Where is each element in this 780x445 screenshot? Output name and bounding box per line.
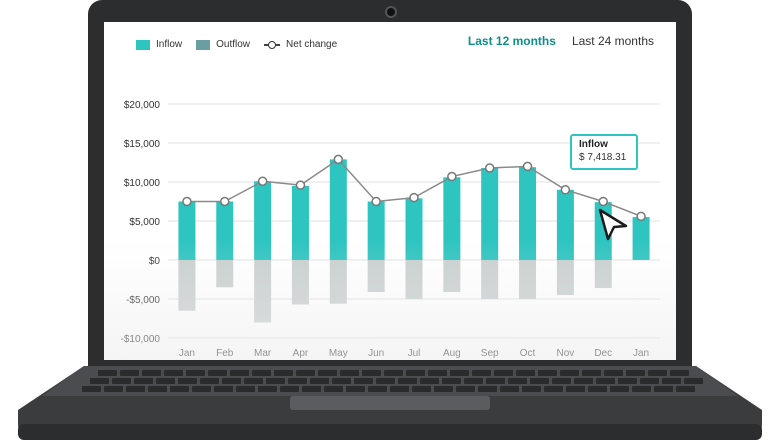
x-tick-month-label: Sep — [481, 348, 499, 359]
net-change-point — [484, 163, 495, 173]
y-tick-label: $5,000 — [129, 217, 160, 228]
outflow-bar — [254, 260, 272, 323]
cashflow-chart: $20,000 $15,000 $10,000 $5,000 $0 -$5,000 -$10… — [121, 100, 660, 359]
inflow-bar — [443, 177, 461, 260]
x-tick-month-label: Jan — [179, 348, 195, 359]
x-tick-month-label: Apr — [293, 348, 309, 359]
legend-item-inflow[interactable]: Inflow — [136, 39, 182, 50]
net-change-point — [560, 185, 571, 195]
x-tick-month-label: May — [329, 348, 348, 359]
y-tick-label: $20,000 — [124, 100, 161, 111]
outflow-bar — [405, 260, 423, 299]
x-tick-month-label: Mar — [254, 348, 272, 359]
x-tick-month-label: Jul — [408, 348, 421, 359]
x-tick-month-label: Jan — [633, 348, 649, 359]
outflow-bar — [291, 260, 309, 305]
inflow-bar — [216, 201, 234, 260]
inflow-bar — [329, 159, 347, 260]
outflow-bar — [594, 260, 612, 289]
net-change-point — [598, 196, 608, 207]
inflow-bar — [481, 167, 499, 260]
net-change-point — [257, 176, 268, 186]
inflow-bar — [405, 198, 423, 260]
net-change-point — [220, 196, 230, 207]
tooltip-value: $ 7,418.31 — [579, 152, 627, 163]
tab-last-12-months[interactable]: Last 12 months — [467, 34, 556, 48]
x-tick-month-label: Nov — [556, 348, 574, 359]
tab-last-24-months[interactable]: Last 24 months — [571, 34, 654, 48]
outflow-swatch-icon — [196, 39, 211, 50]
outflow-bar — [443, 260, 461, 292]
outflow-bar — [519, 260, 537, 299]
inflow-bar — [632, 217, 650, 260]
net-change-line-icon — [264, 40, 281, 50]
net-change-point — [371, 196, 381, 207]
outflow-bar — [329, 260, 347, 304]
y-tick-label: $15,000 — [124, 139, 161, 150]
inflow-bar — [519, 167, 537, 260]
net-change-point — [409, 192, 419, 203]
inflow-swatch-icon — [136, 39, 150, 50]
outflow-bar — [367, 260, 385, 292]
legend-item-net-change[interactable]: Net change — [264, 39, 337, 50]
inflow-tooltip: Inflow $ 7,418.31 — [570, 134, 638, 170]
x-tick-month-label: Jun — [368, 348, 384, 359]
x-tick-month-label: Oct — [520, 348, 536, 359]
x-tick-month-label: Feb — [216, 348, 234, 359]
outflow-bar — [481, 260, 499, 299]
mouse-pointer-icon — [598, 208, 628, 241]
tooltip-title: Inflow — [579, 139, 608, 150]
outflow-bar — [216, 260, 234, 288]
legend-label-net-change: Net change — [286, 39, 338, 50]
y-tick-label: $10,000 — [124, 178, 161, 189]
inflow-bar — [254, 181, 272, 260]
net-change-point — [295, 180, 306, 190]
camera-icon — [385, 6, 397, 18]
chart-screen: Inflow Outflow Net change Last 12 months… — [104, 22, 676, 360]
legend-label-outflow: Outflow — [216, 39, 251, 50]
range-tabs: Last 12 months Last 24 months — [468, 34, 654, 48]
net-change-point — [636, 211, 646, 222]
legend-label-inflow: Inflow — [156, 39, 183, 50]
net-change-point — [447, 171, 457, 182]
chart-legend: Inflow Outflow Net change — [136, 39, 337, 50]
net-change-point — [182, 196, 192, 207]
x-tick-month-label: Aug — [443, 348, 461, 359]
laptop-keyboard-base — [18, 366, 762, 440]
inflow-bar — [367, 201, 385, 260]
inflow-bar — [178, 201, 196, 260]
net-change-point — [333, 154, 344, 165]
y-tick-label: $0 — [149, 256, 161, 267]
outflow-bar — [556, 260, 574, 296]
inflow-bar — [556, 189, 574, 260]
outflow-bar — [178, 260, 196, 311]
inflow-bar — [291, 185, 309, 260]
y-tick-label: -$5,000 — [126, 295, 160, 306]
net-change-point — [522, 161, 533, 172]
legend-item-outflow[interactable]: Outflow — [196, 39, 250, 50]
y-tick-label: -$10,000 — [121, 334, 161, 345]
x-tick-month-label: Dec — [594, 348, 612, 359]
